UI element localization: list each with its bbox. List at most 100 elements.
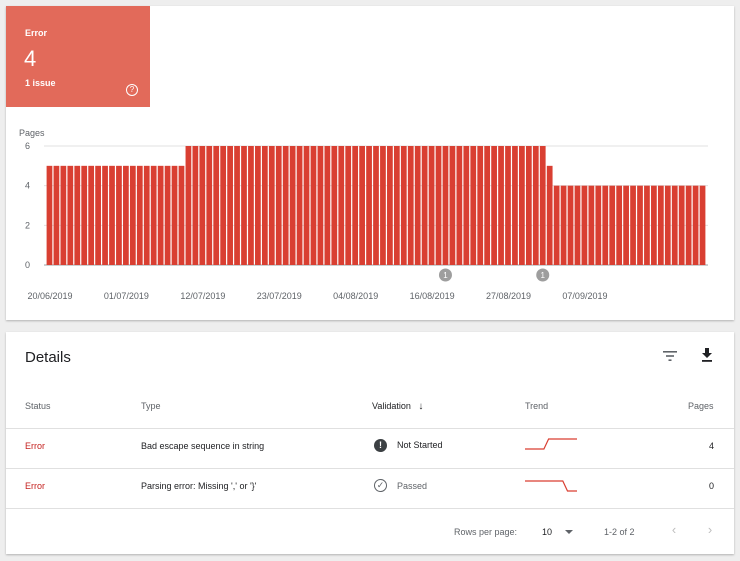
divider <box>6 428 734 429</box>
chart-bar <box>428 146 435 265</box>
chart-bar <box>699 185 706 265</box>
sparkline-path <box>525 438 577 450</box>
chart-bar <box>67 165 74 265</box>
chart-bar <box>657 185 664 265</box>
details-title: Details <box>25 349 71 366</box>
x-tick-label: 20/06/2019 <box>27 291 72 301</box>
chart-bar <box>692 185 699 265</box>
annotation-marker <box>438 268 452 282</box>
annotation-marker <box>536 268 550 282</box>
summary-value: 4 <box>24 46 37 71</box>
annotation-label: 1 <box>443 271 448 280</box>
chevron-right-icon[interactable]: › <box>707 522 713 537</box>
chart-bar <box>74 165 81 265</box>
column-header-status[interactable]: Status <box>25 401 51 411</box>
chart-bar <box>53 165 60 265</box>
chart-bar <box>623 185 629 265</box>
chart-bar <box>248 146 254 265</box>
chart-bar <box>88 165 95 265</box>
column-header-trend[interactable]: Trend <box>525 401 549 411</box>
chart-bar <box>317 146 324 265</box>
chart-bar <box>407 146 414 265</box>
chart-bar <box>595 185 602 265</box>
annotation-label: 1 <box>541 271 546 280</box>
row-type: Parsing error: Missing ',' or '}' <box>141 481 257 491</box>
chart-bar <box>456 146 463 265</box>
chart-bar <box>630 185 636 265</box>
chart-bar <box>359 146 365 265</box>
row-pages: 0 <box>709 481 715 491</box>
download-icon[interactable] <box>700 347 714 363</box>
chart-bar <box>123 165 129 265</box>
chart-bar <box>366 146 372 265</box>
chart-bar <box>651 185 657 265</box>
chart-bar <box>338 146 345 265</box>
caret-down-icon[interactable] <box>565 530 573 534</box>
details-card: Details Status Type Validation ↓ Trend P… <box>6 332 734 554</box>
summary-label: Error <box>25 28 48 38</box>
chart-bar <box>324 146 331 265</box>
chart-bar <box>178 165 185 265</box>
chart-bar <box>491 146 497 265</box>
chart-bar <box>602 185 609 265</box>
chart-bar <box>331 146 338 265</box>
chart-bar <box>255 146 261 265</box>
coverage-chart-card: Pages 0 2 4 6 20/06/2019 01/07/2019 12/07/2019 2… <box>6 6 734 320</box>
filter-icon[interactable] <box>662 349 678 363</box>
y-tick-label: 4 <box>25 181 30 191</box>
chart-bar <box>192 146 199 265</box>
column-header-pages[interactable]: Pages <box>688 401 714 411</box>
y-tick-label: 6 <box>25 141 30 151</box>
row-validation: Passed <box>397 481 428 491</box>
chart-bar <box>393 146 400 265</box>
chart-bar <box>373 146 379 265</box>
chart-bar <box>303 146 310 265</box>
rows-per-page-select[interactable]: 10 <box>542 527 553 537</box>
chart-bar <box>574 185 581 265</box>
column-header-validation-label: Validation <box>372 401 411 411</box>
chart-bar <box>95 165 101 265</box>
divider <box>6 468 734 469</box>
chart-bar <box>532 146 539 265</box>
chart-bar <box>553 185 560 265</box>
chart-bar <box>241 146 247 265</box>
x-tick-label: 04/08/2019 <box>333 291 378 301</box>
chart-bar <box>616 185 623 265</box>
chevron-left-icon[interactable]: ‹ <box>671 522 677 537</box>
column-header-validation[interactable]: Validation ↓ <box>372 401 423 412</box>
chart-bar <box>220 146 227 265</box>
help-circle-icon[interactable]: ? <box>126 84 138 96</box>
y-tick-label: 2 <box>25 220 30 230</box>
chart-bar <box>671 185 678 265</box>
chart-bar <box>463 146 470 265</box>
row-trend-sparkline <box>525 478 577 494</box>
chart-bar <box>296 146 303 265</box>
warning-icon: ! <box>374 439 387 452</box>
chart-bar <box>275 146 282 265</box>
pagination-range: 1-2 of 2 <box>604 527 635 537</box>
chart-bar <box>185 146 192 265</box>
error-summary-tile[interactable]: Error 4 1 issue ? <box>6 6 150 107</box>
x-tick-label: 07/09/2019 <box>562 291 607 301</box>
chart-bar <box>435 146 442 265</box>
chart-bar <box>546 165 553 265</box>
chart-bar <box>664 185 671 265</box>
column-header-type[interactable]: Type <box>141 401 161 411</box>
row-status: Error <box>25 481 45 491</box>
chart-bar <box>310 146 317 265</box>
chart-bar <box>102 165 108 265</box>
chart-bar <box>421 146 428 265</box>
chart-bar <box>581 185 588 265</box>
row-trend-sparkline <box>525 436 577 452</box>
row-pages: 4 <box>709 441 715 451</box>
x-tick-label: 16/08/2019 <box>410 291 455 301</box>
chart-bar <box>109 165 115 265</box>
chart-bar <box>567 185 574 265</box>
chart-bar <box>470 146 477 265</box>
chart-bar <box>289 146 296 265</box>
chart-bar <box>143 165 150 265</box>
chart-bar <box>261 146 268 265</box>
pages-bar-chart: Pages 0 2 4 6 20/06/2019 01/07/2019 12/07/2019 2… <box>19 128 708 301</box>
chart-bar <box>268 146 275 265</box>
chart-bar <box>234 146 240 265</box>
